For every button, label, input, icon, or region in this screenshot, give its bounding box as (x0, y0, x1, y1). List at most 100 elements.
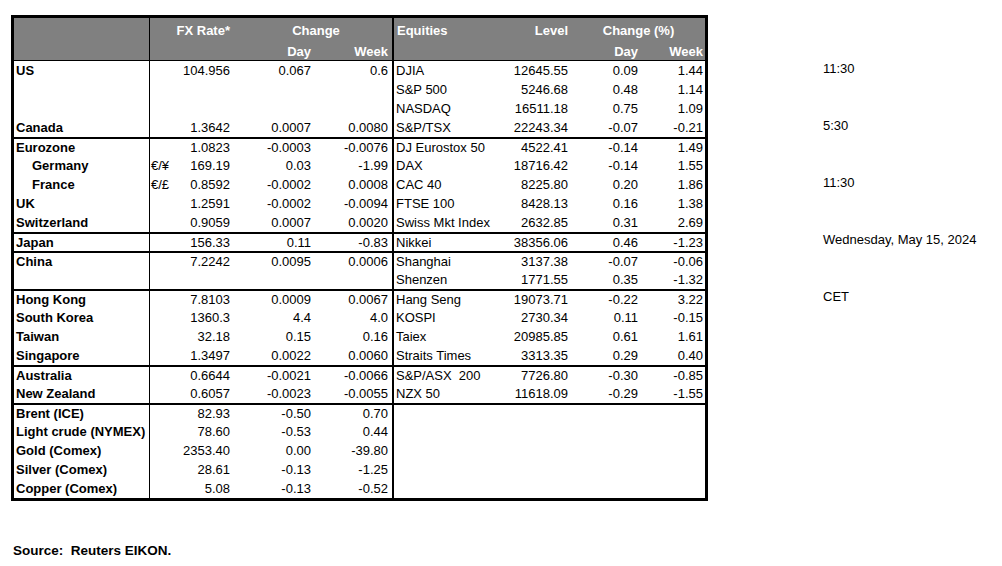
cell-fx-change-week: 0.0067 (313, 291, 392, 308)
cell-fx-change-day: 0.067 (240, 61, 313, 80)
cell-fx-change-day: 0.15 (240, 327, 313, 346)
cell-equity-name: KOSPI (392, 308, 498, 327)
cell-eq-change-day: -0.14 (572, 156, 642, 175)
cell-equity-level: 8225.80 (498, 175, 572, 194)
cell-eq-change-week: -0.85 (642, 367, 705, 384)
cell-equity-name (392, 405, 498, 422)
cell-eq-change-week (642, 405, 705, 422)
header-fx-change: Change (240, 18, 392, 42)
cell-currency-pair (150, 479, 178, 498)
cell-fx-rate (178, 270, 240, 289)
cell-fx-change-day: -0.0023 (240, 384, 313, 403)
cell-equity-level (498, 460, 572, 479)
time-line-3: 11:30 (823, 173, 976, 192)
cell-equity-level (498, 479, 572, 498)
header-level: Level (498, 18, 572, 42)
header-pair-cell (150, 18, 178, 42)
header-blank-5 (498, 42, 572, 60)
cell-country: US (14, 61, 150, 80)
country-label: UK (16, 196, 35, 211)
cell-currency-pair: €/¥ (150, 156, 178, 175)
cell-fx-change-day: -0.0002 (240, 194, 313, 213)
timezone-label: CET (823, 287, 976, 306)
cell-eq-change-day: 0.75 (572, 99, 642, 118)
cell-eq-change-day: 0.48 (572, 80, 642, 99)
header-eq-change-pct: Change (%) (572, 18, 705, 42)
cell-fx-change-week: -0.0055 (313, 384, 392, 403)
cell-equity-name: Shenzen (392, 270, 498, 289)
cell-country: Germany (14, 156, 150, 175)
cell-fx-change-week (313, 80, 392, 99)
cell-fx-change-week: -1.99 (313, 156, 392, 175)
cell-fx-rate: 1.3497 (178, 346, 240, 365)
cell-equity-name: Hang Seng (392, 291, 498, 308)
cell-equity-level: 8428.13 (498, 194, 572, 213)
cell-fx-rate: 1.2591 (178, 194, 240, 213)
cell-fx-rate: 0.6644 (178, 367, 240, 384)
cell-country: UK (14, 194, 150, 213)
cell-eq-change-day: -0.22 (572, 291, 642, 308)
cell-currency-pair (150, 194, 178, 213)
cell-currency-pair (150, 99, 178, 118)
cell-currency-pair (150, 213, 178, 232)
cell-fx-rate: 1.0823 (178, 139, 240, 156)
cell-currency-pair (150, 118, 178, 137)
cell-country (14, 99, 150, 118)
cell-country: France (14, 175, 150, 194)
cell-eq-change-week: 1.44 (642, 61, 705, 80)
cell-eq-change-day: -0.29 (572, 384, 642, 403)
header-blank-4 (392, 42, 498, 60)
cell-equity-name (392, 441, 498, 460)
header-corner-cell (14, 18, 150, 42)
cell-equity-level: 3313.35 (498, 346, 572, 365)
cell-currency-pair (150, 61, 178, 80)
table-header-row-1: FX Rate* Change Equities Level Change (%… (14, 18, 705, 42)
cell-equity-name: CAC 40 (392, 175, 498, 194)
cell-equity-level: 38356.06 (498, 234, 572, 251)
cell-fx-change-week: 4.0 (313, 308, 392, 327)
date-line: Wednesday, May 15, 2024 (823, 230, 976, 249)
cell-fx-rate: 104.956 (178, 61, 240, 80)
cell-currency-pair (150, 384, 178, 403)
cell-eq-change-day: 0.11 (572, 308, 642, 327)
cell-eq-change-week: 1.09 (642, 99, 705, 118)
country-label: US (16, 63, 34, 78)
cell-country: Singapore (14, 346, 150, 365)
table-row: Germany€/¥169.190.03-1.99DAX18716.42-0.1… (14, 156, 705, 175)
cell-fx-change-day: 0.0095 (240, 253, 313, 270)
cell-currency-pair (150, 367, 178, 384)
cell-country: China (14, 253, 150, 270)
cell-fx-change-day: -0.0003 (240, 139, 313, 156)
country-label: Light crude (NYMEX) (16, 424, 145, 439)
cell-equity-name: Swiss Mkt Index (392, 213, 498, 232)
cell-equity-name (392, 460, 498, 479)
cell-country: Brent (ICE) (14, 405, 150, 422)
cell-equity-level: 3137.38 (498, 253, 572, 270)
cell-equity-name: S&P 500 (392, 80, 498, 99)
cell-fx-change-week: 0.44 (313, 422, 392, 441)
cell-fx-change-week: 0.70 (313, 405, 392, 422)
cell-eq-change-day (572, 405, 642, 422)
cell-fx-rate: 2353.40 (178, 441, 240, 460)
table-row: S&P 5005246.680.481.14 (14, 80, 705, 99)
cell-eq-change-week: 1.38 (642, 194, 705, 213)
table-row: France€/£0.8592-0.00020.0008CAC 408225.8… (14, 175, 705, 194)
cell-equity-level: 19073.71 (498, 291, 572, 308)
table-row: UK1.2591-0.0002-0.0094FTSE 1008428.130.1… (14, 194, 705, 213)
cell-fx-change-week: 0.0060 (313, 346, 392, 365)
cell-eq-change-day: 0.35 (572, 270, 642, 289)
cell-fx-rate: 169.19 (178, 156, 240, 175)
cell-eq-change-week: -1.23 (642, 234, 705, 251)
cell-country: Australia (14, 367, 150, 384)
cell-fx-rate: 5.08 (178, 479, 240, 498)
table-header-row-2: Day Week Day Week (14, 42, 705, 61)
header-eq-week: Week (642, 42, 705, 60)
cell-currency-pair (150, 422, 178, 441)
cell-eq-change-day (572, 441, 642, 460)
cell-currency-pair (150, 308, 178, 327)
cell-fx-change-week: 0.0008 (313, 175, 392, 194)
table-row: South Korea1360.34.44.0KOSPI2730.340.11-… (14, 308, 705, 327)
cell-eq-change-week: -0.06 (642, 253, 705, 270)
cell-country: Taiwan (14, 327, 150, 346)
cell-eq-change-week: -0.15 (642, 308, 705, 327)
